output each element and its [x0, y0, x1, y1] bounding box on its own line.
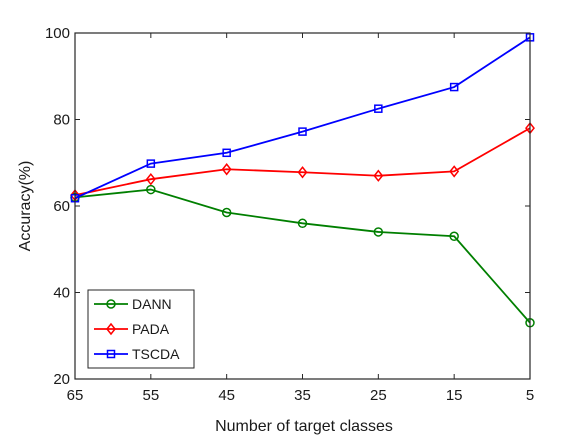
data-point-tscda — [374, 104, 383, 113]
data-point-pada — [373, 169, 384, 182]
series-line-pada — [74, 127, 531, 197]
data-point-dann — [221, 207, 232, 218]
y-tick-label: 40 — [53, 285, 70, 302]
data-point-dann — [146, 184, 156, 195]
legend-label-dann: DANN — [132, 296, 172, 312]
data-point-dann — [297, 218, 308, 229]
x-tick-label: 55 — [142, 387, 159, 404]
data-point-pada — [145, 172, 156, 186]
tick-labels: 65 55 45 35 25 15 5 20 40 60 80 100 — [45, 25, 534, 404]
legend-item-tscda: TSCDA — [94, 346, 180, 362]
legend-item-pada: PADA — [94, 321, 170, 337]
axes-box — [74, 32, 531, 380]
y-tick-label: 100 — [45, 25, 70, 42]
legend-marker-pada — [106, 322, 116, 336]
y-tick-label: 80 — [53, 112, 70, 129]
x-tick-label: 15 — [446, 387, 463, 404]
data-point-pada — [221, 163, 232, 176]
legend-label-pada: PADA — [132, 321, 170, 337]
data-point-pada — [449, 165, 460, 178]
data-point-tscda — [146, 159, 156, 168]
data-point-tscda — [298, 127, 307, 136]
legend: DANN PADA TSCDA — [87, 289, 195, 369]
data-point-dann — [449, 231, 459, 242]
data-point-dann — [373, 227, 384, 237]
legend-item-dann: DANN — [94, 296, 172, 312]
x-tick-label: 5 — [526, 387, 534, 404]
x-tick-label: 35 — [294, 387, 311, 404]
data-point-tscda — [222, 148, 231, 158]
x-tick-label: 25 — [370, 387, 387, 404]
series-line-dann — [74, 188, 531, 324]
data-point-pada — [297, 166, 308, 179]
x-tick-label: 45 — [218, 387, 235, 404]
y-axis-title: Accuracy(%) — [17, 161, 34, 252]
data-point-tscda — [449, 82, 459, 92]
x-tick-label: 65 — [67, 387, 84, 404]
x-axis-title: Number of target classes — [215, 418, 393, 435]
series-line-tscda — [74, 36, 531, 200]
y-tick-label: 60 — [53, 198, 70, 215]
y-tick-label: 20 — [53, 371, 70, 388]
legend-marker-tscda — [106, 349, 116, 359]
plot-frame — [74, 32, 531, 380]
legend-label-tscda: TSCDA — [132, 346, 180, 362]
legend-marker-dann — [106, 299, 116, 309]
